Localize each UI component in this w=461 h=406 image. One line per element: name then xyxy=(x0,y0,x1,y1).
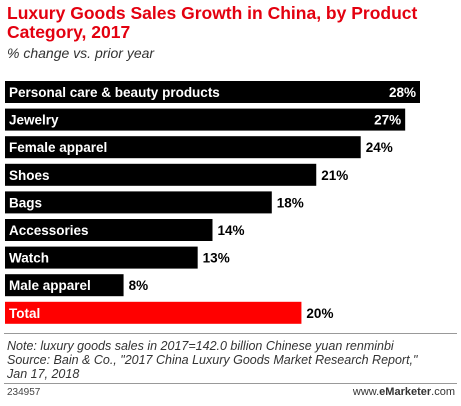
category-label-1: Jewelry xyxy=(9,113,59,128)
category-label-3: Shoes xyxy=(9,168,50,183)
category-label-2: Female apparel xyxy=(9,140,107,155)
category-label-7: Male apparel xyxy=(9,278,91,293)
chart-id: 234957 xyxy=(7,387,41,398)
bar-2 xyxy=(5,136,361,159)
brand-suffix: .com xyxy=(431,386,455,398)
chart-subtitle: % change vs. prior year xyxy=(7,45,155,61)
source-text: Source: Bain & Co., "2017 China Luxury G… xyxy=(7,353,418,367)
bar-3 xyxy=(5,163,317,186)
bar-6 xyxy=(5,246,198,269)
bar-8 xyxy=(5,301,302,324)
category-label-4: Bags xyxy=(9,195,42,210)
value-label-7: 8% xyxy=(129,278,149,293)
category-label-0: Personal care & beauty products xyxy=(9,85,220,100)
brand-logo: www.eMarketer.com xyxy=(353,386,455,398)
note-text: Note: luxury goods sales in 2017=142.0 b… xyxy=(7,339,394,353)
value-label-6: 13% xyxy=(203,251,230,266)
category-label-6: Watch xyxy=(9,251,49,266)
brand-name: eMarketer xyxy=(379,386,432,398)
bar-5 xyxy=(5,219,213,241)
category-label-8: Total xyxy=(9,306,40,321)
chart-note: Note: luxury goods sales in 2017=142.0 b… xyxy=(7,339,457,381)
category-label-5: Accessories xyxy=(9,223,89,238)
value-label-2: 24% xyxy=(366,140,393,155)
chart-title: Luxury Goods Sales Growth in China, by P… xyxy=(7,3,418,42)
bar-1 xyxy=(5,108,406,131)
footer-divider-top xyxy=(4,333,457,334)
value-label-8: 20% xyxy=(306,306,333,321)
source-date: Jan 17, 2018 xyxy=(7,367,80,381)
value-label-4: 18% xyxy=(277,195,304,210)
bar-0 xyxy=(5,81,420,103)
value-label-1: 27% xyxy=(374,113,401,128)
value-label-3: 21% xyxy=(321,168,348,183)
brand-prefix: www. xyxy=(352,386,380,398)
bar-4 xyxy=(5,191,272,214)
bar-7 xyxy=(5,274,124,297)
value-label-0: 28% xyxy=(389,85,416,100)
footer-divider-bottom xyxy=(4,383,457,384)
value-label-5: 14% xyxy=(218,223,245,238)
